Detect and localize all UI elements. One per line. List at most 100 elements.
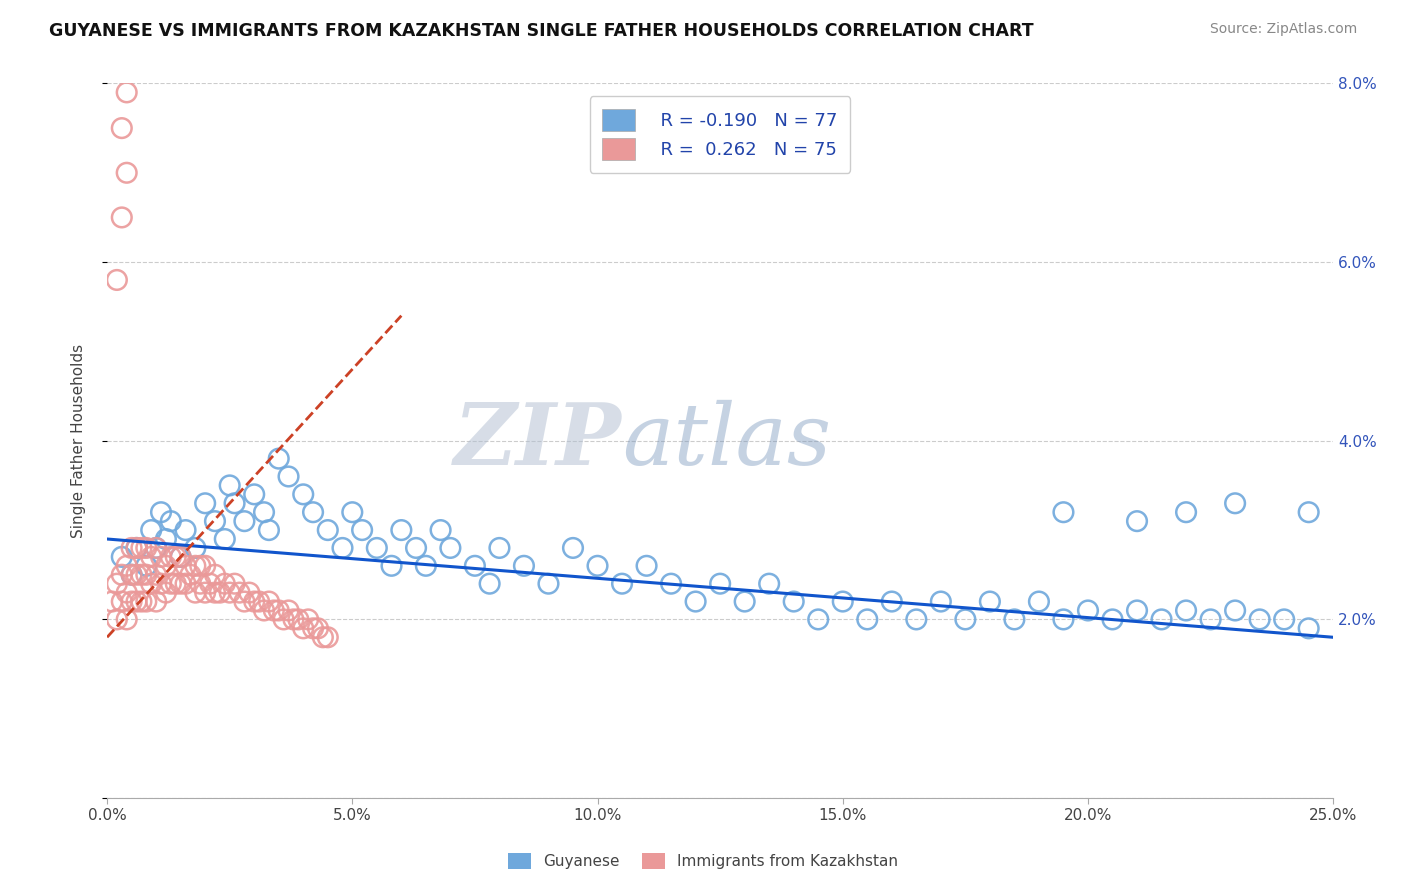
Point — [429, 523, 451, 537]
Point — [979, 594, 1001, 608]
Point — [135, 594, 157, 608]
Text: GUYANESE VS IMMIGRANTS FROM KAZAKHSTAN SINGLE FATHER HOUSEHOLDS CORRELATION CHAR: GUYANESE VS IMMIGRANTS FROM KAZAKHSTAN S… — [49, 22, 1033, 40]
Point — [1028, 594, 1050, 608]
Point — [125, 541, 148, 555]
Point — [405, 541, 427, 555]
Point — [283, 612, 305, 626]
Point — [194, 585, 217, 599]
Point — [125, 541, 148, 555]
Point — [135, 567, 157, 582]
Point — [115, 612, 138, 626]
Point — [204, 585, 226, 599]
Point — [145, 567, 167, 582]
Point — [352, 523, 374, 537]
Point — [267, 451, 290, 466]
Point — [685, 594, 707, 608]
Point — [218, 478, 240, 492]
Point — [1101, 612, 1123, 626]
Point — [302, 621, 325, 635]
Point — [659, 576, 682, 591]
Point — [312, 630, 335, 644]
Point — [1077, 603, 1099, 617]
Point — [121, 594, 143, 608]
Point — [1052, 505, 1074, 519]
Point — [758, 576, 780, 591]
Point — [135, 541, 157, 555]
Point — [1223, 603, 1246, 617]
Point — [150, 549, 173, 564]
Point — [194, 558, 217, 573]
Point — [198, 576, 221, 591]
Point — [1126, 514, 1149, 528]
Point — [316, 523, 339, 537]
Point — [709, 576, 731, 591]
Point — [121, 541, 143, 555]
Point — [111, 211, 134, 225]
Point — [184, 558, 207, 573]
Point — [1223, 496, 1246, 510]
Point — [174, 558, 197, 573]
Point — [537, 576, 560, 591]
Point — [478, 576, 501, 591]
Point — [302, 505, 325, 519]
Point — [115, 585, 138, 599]
Point — [277, 469, 299, 483]
Point — [380, 558, 402, 573]
Point — [1175, 603, 1198, 617]
Point — [174, 523, 197, 537]
Point — [145, 594, 167, 608]
Text: atlas: atlas — [621, 400, 831, 482]
Point — [141, 576, 163, 591]
Point — [257, 523, 280, 537]
Point — [586, 558, 609, 573]
Point — [233, 594, 256, 608]
Y-axis label: Single Father Households: Single Father Households — [72, 343, 86, 538]
Point — [243, 594, 266, 608]
Point — [332, 541, 354, 555]
Point — [160, 549, 183, 564]
Point — [1126, 603, 1149, 617]
Point — [273, 612, 295, 626]
Point — [342, 505, 364, 519]
Point — [165, 576, 187, 591]
Point — [184, 541, 207, 555]
Point — [150, 576, 173, 591]
Point — [243, 487, 266, 501]
Point — [316, 630, 339, 644]
Point — [562, 541, 585, 555]
Point — [929, 594, 952, 608]
Point — [1298, 621, 1320, 635]
Point — [389, 523, 412, 537]
Point — [214, 576, 236, 591]
Point — [257, 594, 280, 608]
Point — [880, 594, 903, 608]
Point — [169, 549, 191, 564]
Point — [1150, 612, 1173, 626]
Point — [188, 558, 211, 573]
Point — [125, 594, 148, 608]
Point — [955, 612, 977, 626]
Point — [224, 576, 246, 591]
Point — [856, 612, 879, 626]
Point — [488, 541, 510, 555]
Point — [1199, 612, 1222, 626]
Point — [155, 558, 177, 573]
Point — [513, 558, 536, 573]
Point — [297, 612, 319, 626]
Point — [169, 549, 191, 564]
Point — [610, 576, 633, 591]
Point — [208, 585, 231, 599]
Point — [263, 603, 285, 617]
Point — [1298, 505, 1320, 519]
Point — [214, 532, 236, 546]
Point — [145, 541, 167, 555]
Point — [131, 567, 153, 582]
Point — [115, 166, 138, 180]
Point — [233, 514, 256, 528]
Point — [160, 514, 183, 528]
Point — [105, 576, 128, 591]
Point — [415, 558, 437, 573]
Point — [807, 612, 830, 626]
Point — [169, 576, 191, 591]
Point — [101, 594, 124, 608]
